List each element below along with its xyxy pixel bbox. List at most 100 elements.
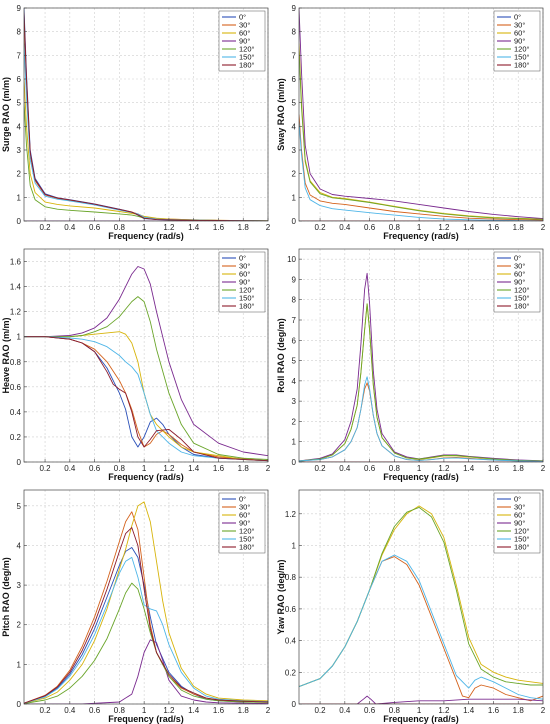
legend-entry: 0°: [239, 495, 246, 504]
y-tick-label: 0.4: [10, 408, 22, 417]
y-tick-label: 0: [17, 458, 22, 467]
legend-entry: 90°: [239, 519, 250, 528]
x-tick-label: 1.2: [163, 706, 175, 715]
series-line-6: [299, 376, 543, 462]
legend-entry: 120°: [514, 286, 530, 295]
legend-entry: 150°: [514, 53, 530, 62]
yaw-rao-chart: 0.2 0.4 0.6 0.8 1 1.2 1.4 1.6 1.8 2 0 0.2 0.4 0.6 0.8 1…: [276, 489, 546, 724]
y-tick-label: 7: [292, 316, 297, 325]
x-tick-label: 0.4: [64, 706, 76, 715]
x-tick-label: 0.2: [314, 223, 326, 232]
x-axis-label: Frequency (rad/s): [383, 714, 459, 724]
series-line-1: [24, 547, 268, 704]
x-tick-label: 0.4: [64, 223, 76, 232]
x-tick-label: 0.6: [89, 706, 101, 715]
legend-entry: 60°: [514, 29, 525, 38]
x-axis-label: Frequency (rad/s): [108, 714, 184, 724]
x-axis-label: Frequency (rad/s): [383, 472, 459, 482]
legend-entry: 30°: [239, 262, 250, 271]
y-tick-label: 9: [17, 4, 22, 13]
x-tick-label: 1.8: [238, 223, 250, 232]
legend-entry: 30°: [239, 503, 250, 512]
legend-entry: 60°: [514, 511, 525, 520]
x-tick-label: 1.6: [213, 706, 225, 715]
y-tick-label: 0.4: [285, 637, 297, 646]
axes-frame: [23, 248, 269, 463]
y-tick-label: 5: [292, 99, 297, 108]
legend-entry: 90°: [514, 278, 525, 287]
legend-entry: 30°: [239, 21, 250, 30]
y-tick-label: 3: [17, 146, 22, 155]
y-tick-label: 0.8: [10, 358, 22, 367]
y-tick-label: 4: [17, 122, 22, 131]
y-axis-label: Surge RAO (m/m): [1, 77, 11, 152]
y-tick-label: 5: [17, 99, 22, 108]
legend-entry: 60°: [239, 270, 250, 279]
legend-entry: 180°: [239, 302, 255, 311]
y-tick-label: 6: [292, 75, 297, 84]
x-tick-label: 0.8: [114, 223, 126, 232]
x-axis-label: Frequency (rad/s): [108, 472, 184, 482]
legend: 0°30°60°90°120°150°180°: [218, 10, 266, 72]
surge-rao-chart: 0.2 0.4 0.6 0.8 1 1.2 1.4 1.6 1.8 2 0 1 2 3 4 5 6 7 8 9 Freq…: [1, 4, 271, 241]
y-axis-label: Roll RAO (deg/m): [276, 318, 286, 393]
legend-entry: 0°: [239, 254, 246, 263]
legend-entry: 120°: [514, 45, 530, 54]
y-tick-label: 8: [292, 28, 297, 37]
legend-entry: 90°: [514, 37, 525, 46]
x-tick-label: 0.8: [114, 706, 126, 715]
legend-entry: 60°: [239, 29, 250, 38]
axes-frame: [23, 7, 269, 222]
x-tick-label: 1.4: [188, 223, 200, 232]
x-tick-label: 0.4: [339, 464, 351, 473]
x-tick-label: 2: [266, 223, 271, 232]
y-tick-label: 4: [292, 122, 297, 131]
legend-entry: 60°: [239, 511, 250, 520]
legend-entry: 150°: [239, 53, 255, 62]
y-tick-label: 6: [292, 336, 297, 345]
y-tick-label: 0.2: [10, 433, 22, 442]
x-tick-label: 0.4: [339, 706, 351, 715]
legend-entry: 180°: [514, 61, 530, 70]
y-tick-label: 8: [292, 296, 297, 305]
x-tick-label: 1.4: [463, 706, 475, 715]
y-tick-label: 1: [17, 660, 22, 669]
series-line-4: [299, 8, 543, 220]
y-tick-label: 1: [17, 333, 22, 342]
x-tick-label: 1.4: [463, 464, 475, 473]
x-tick-label: 1.2: [163, 464, 175, 473]
y-tick-label: 4: [292, 377, 297, 386]
legend-entry: 0°: [239, 13, 246, 22]
y-tick-label: 3: [292, 397, 297, 406]
series-line-7: [24, 527, 268, 704]
x-tick-label: 1.8: [513, 223, 525, 232]
y-tick-label: 0.6: [10, 383, 22, 392]
x-tick-label: 1.4: [188, 464, 200, 473]
y-tick-label: 3: [292, 146, 297, 155]
x-tick-label: 1.8: [513, 464, 525, 473]
series-line-3: [299, 43, 543, 220]
x-tick-label: 0.4: [339, 223, 351, 232]
legend-entry: 120°: [514, 527, 530, 536]
x-tick-label: 2: [266, 464, 271, 473]
y-tick-label: 5: [17, 502, 22, 511]
y-tick-label: 4: [17, 541, 22, 550]
y-tick-label: 1.6: [10, 258, 22, 267]
x-tick-label: 0.6: [364, 706, 376, 715]
y-tick-label: 1.4: [10, 283, 22, 292]
y-tick-label: 1: [292, 193, 297, 202]
series-line-6: [299, 121, 543, 221]
legend: 0°30°60°90°120°150°180°: [218, 251, 266, 313]
legend-entry: 150°: [514, 535, 530, 544]
legend-entry: 150°: [239, 535, 255, 544]
series-line-4: [299, 272, 543, 462]
x-tick-label: 0.2: [39, 464, 51, 473]
x-tick-label: 1: [417, 706, 422, 715]
legend-entry: 150°: [514, 294, 530, 303]
x-axis-label: Frequency (rad/s): [383, 231, 459, 241]
x-tick-label: 1.4: [188, 706, 200, 715]
x-tick-label: 0.6: [89, 223, 101, 232]
y-tick-label: 1: [292, 438, 297, 447]
series-line-7: [24, 336, 268, 462]
